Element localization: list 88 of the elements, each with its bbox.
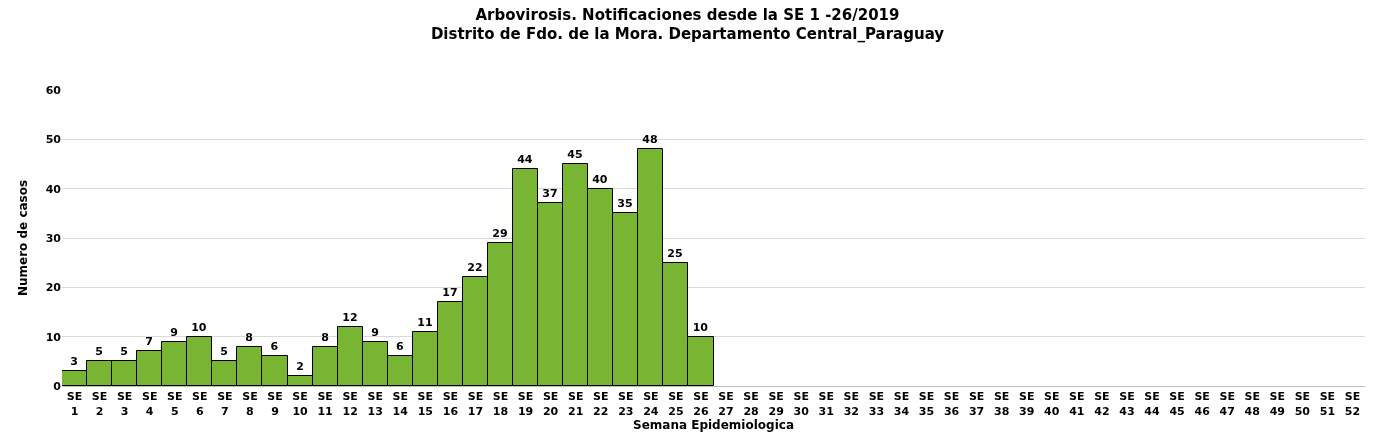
data-label: 3: [70, 354, 78, 368]
x-tick-label: SE 5: [167, 390, 183, 418]
x-tick-label: SE 33: [868, 390, 885, 418]
data-label: 9: [170, 325, 178, 339]
y-tick-label: 50: [45, 133, 62, 147]
x-tick-label: SE 23: [618, 390, 634, 418]
data-label: 44: [517, 152, 533, 166]
data-label: 17: [442, 285, 458, 299]
y-axis-title: Numero de casos: [15, 179, 30, 297]
x-tick-label: SE 30: [793, 390, 810, 418]
x-tick-label: SE 37: [968, 390, 985, 418]
x-tick-label: SE 32: [843, 390, 860, 418]
x-tick-label: SE 43: [1119, 390, 1135, 418]
x-tick-label: SE 25: [668, 390, 684, 418]
x-tick-label: SE 34: [893, 390, 910, 418]
x-tick-label: SE 15: [417, 390, 434, 418]
x-tick-label: SE 50: [1294, 390, 1311, 418]
data-label: 10: [191, 320, 207, 334]
y-tick-label: 30: [45, 231, 62, 245]
x-tick-label: SE 13: [367, 390, 383, 418]
data-label: 22: [467, 260, 483, 274]
x-tick-label: SE 39: [1019, 390, 1035, 418]
x-tick-label: SE 17: [467, 390, 484, 418]
x-tick-label: SE 52: [1344, 390, 1361, 418]
data-label: 6: [270, 339, 279, 353]
x-tick-label: SE 18: [492, 390, 509, 418]
data-label: 8: [245, 330, 253, 344]
y-tick-label: 0: [53, 379, 62, 393]
x-tick-label: SE 38: [993, 390, 1010, 418]
data-label: 5: [95, 344, 103, 358]
x-tick-label: SE 41: [1069, 390, 1085, 418]
x-tick-label: SE 24: [643, 390, 659, 418]
y-tick-label: 10: [45, 330, 62, 344]
x-tick-label: SE 42: [1094, 390, 1110, 418]
data-label: 45: [567, 147, 583, 161]
x-tick-label: SE 46: [1194, 390, 1211, 418]
x-tick-label: SE 28: [743, 390, 759, 418]
x-tick-label: SE 6: [192, 390, 208, 418]
x-tick-label: SE 14: [392, 390, 409, 418]
x-tick-label: SE 1: [66, 390, 83, 418]
x-tick-label: SE 48: [1244, 390, 1260, 418]
x-tick-label: SE 47: [1219, 390, 1235, 418]
x-tick-label: SE 45: [1169, 390, 1185, 418]
x-tick-label: SE 29: [768, 390, 784, 418]
data-label: 11: [417, 315, 433, 329]
data-label: 12: [342, 310, 358, 324]
data-label: 2: [296, 359, 304, 373]
data-label: 35: [617, 196, 633, 210]
x-tick-label: SE 31: [818, 390, 834, 418]
data-label: 9: [371, 325, 379, 339]
x-tick-label: SE 4: [141, 390, 158, 418]
x-tick-label: SE 8: [242, 390, 258, 418]
x-tick-label: SE 35: [918, 390, 935, 418]
data-label: 5: [120, 344, 128, 358]
x-tick-label: SE 20: [542, 390, 559, 418]
data-label: 48: [642, 132, 658, 146]
x-tick-label: SE 51: [1319, 390, 1336, 418]
x-tick-label: SE 26: [693, 390, 709, 418]
x-tick-label: SE 9: [267, 390, 283, 418]
data-label: 10: [692, 320, 709, 334]
x-tick-label: SE 12: [342, 390, 358, 418]
x-axis-title: Semana Epidemiologica: [633, 418, 794, 433]
x-tick-label: SE 16: [442, 390, 459, 418]
x-tick-label: SE 11: [317, 390, 333, 418]
data-label: 37: [542, 186, 558, 200]
data-label: 40: [592, 172, 608, 186]
y-tick-label: 60: [45, 83, 62, 97]
x-tick-label: SE 36: [943, 390, 960, 418]
data-label: 8: [321, 330, 329, 344]
y-tick-label: 20: [45, 281, 62, 295]
x-tick-label: SE 40: [1044, 390, 1060, 418]
x-tick-label: SE 10: [292, 390, 309, 418]
data-label: 25: [667, 246, 683, 260]
data-label: 6: [396, 339, 404, 353]
x-tick-label: SE 3: [116, 390, 133, 418]
x-tick-label: SE 2: [91, 390, 108, 418]
x-tick-label: SE 27: [718, 390, 734, 418]
x-tick-label: SE 21: [567, 390, 584, 418]
data-label: 29: [492, 226, 508, 240]
x-tick-label: SE 49: [1269, 390, 1286, 418]
x-tick-label: SE 44: [1144, 390, 1161, 418]
y-tick-label: 40: [45, 182, 62, 196]
data-label: 5: [220, 344, 228, 358]
x-tick-label: SE 22: [593, 390, 609, 418]
x-tick-label: SE 19: [517, 390, 534, 418]
x-tick-label: SE 7: [217, 390, 233, 418]
data-label: 7: [145, 334, 153, 348]
chart-title: Arbovirosis. Notificaciones desde la SE 1 -26/2019 Distrito de Fdo. de la Mora. Departamento Central_Paraguay: [430, 5, 945, 44]
